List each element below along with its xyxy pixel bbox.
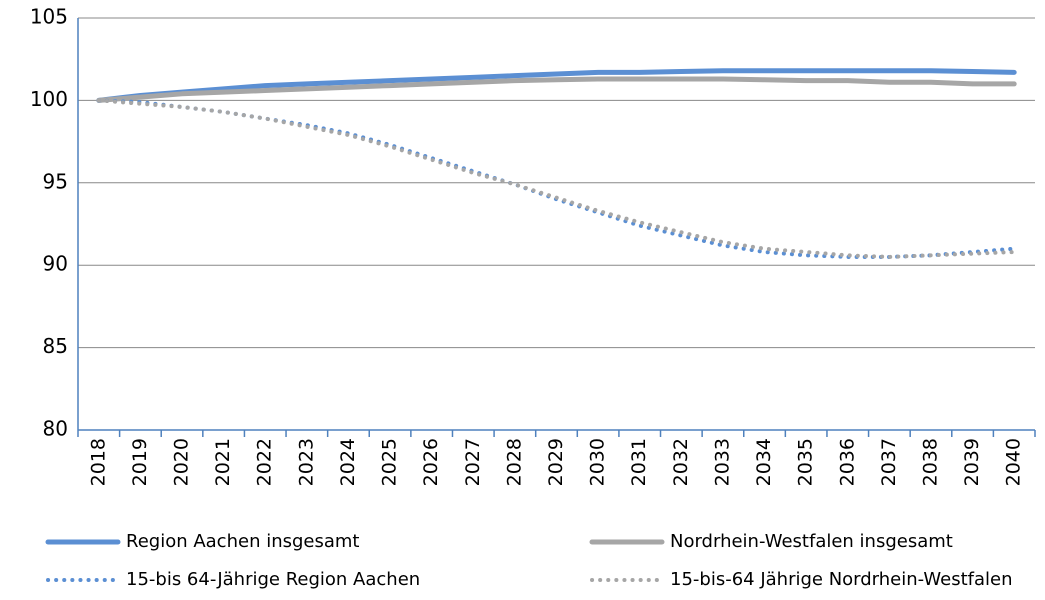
x-tick-label: 2035 — [795, 438, 817, 486]
x-tick-label: 2026 — [420, 438, 442, 486]
x-tick-label: 2034 — [753, 438, 775, 486]
x-tick-label: 2036 — [836, 438, 858, 486]
x-tick-label: 2027 — [462, 438, 484, 486]
x-tick-label: 2022 — [254, 438, 276, 486]
y-tick-label: 100 — [30, 87, 68, 111]
legend-label: Nordrhein-Westfalen insgesamt — [670, 531, 953, 552]
x-tick-label: 2038 — [919, 438, 941, 486]
legend-label: 15-bis 64-Jährige Region Aachen — [126, 569, 420, 590]
x-tick-label: 2020 — [171, 438, 193, 486]
x-tick-label: 2040 — [1003, 438, 1025, 486]
x-tick-label: 2018 — [87, 438, 109, 486]
x-tick-label: 2028 — [503, 438, 525, 486]
x-tick-label: 2030 — [587, 438, 609, 486]
series-line — [96, 76, 1017, 103]
x-tick-label: 2021 — [212, 438, 234, 486]
y-tick-label: 90 — [43, 252, 68, 276]
series-line — [96, 98, 1017, 259]
x-tick-label: 2031 — [628, 438, 650, 486]
x-tick-label: 2023 — [295, 438, 317, 486]
legend-label: 15-bis-64 Jährige Nordrhein-Westfalen — [670, 569, 1013, 590]
y-tick-label: 85 — [43, 334, 68, 358]
x-tick-label: 2019 — [129, 438, 151, 486]
x-tick-label: 2024 — [337, 438, 359, 486]
x-tick-label: 2029 — [545, 438, 567, 486]
legend-label: Region Aachen insgesamt — [126, 531, 359, 552]
x-tick-label: 2032 — [670, 438, 692, 486]
y-tick-label: 105 — [30, 5, 68, 29]
x-tick-label: 2039 — [961, 438, 983, 486]
series-line — [96, 98, 1017, 259]
x-tick-label: 2037 — [878, 438, 900, 486]
y-tick-label: 80 — [43, 417, 68, 441]
x-tick-label: 2033 — [711, 438, 733, 486]
series-line — [96, 68, 1017, 103]
x-tick-label: 2025 — [379, 438, 401, 486]
y-tick-label: 95 — [43, 169, 68, 193]
